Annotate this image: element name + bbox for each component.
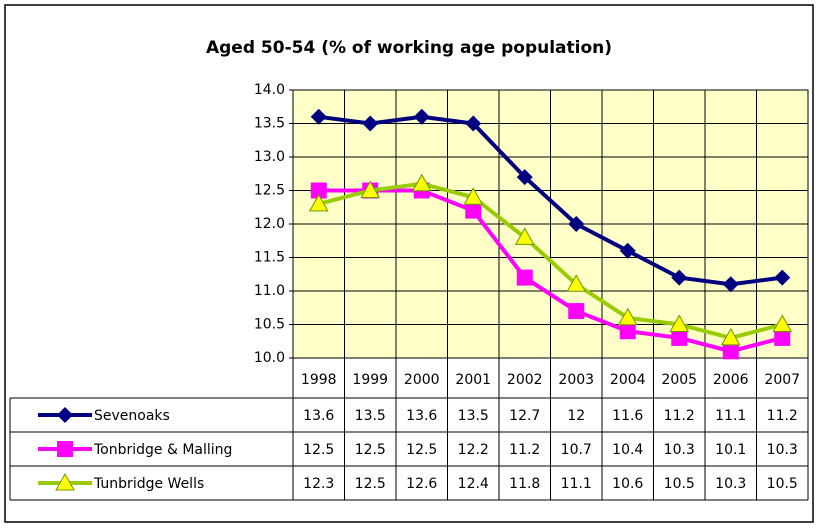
y-tick-label: 11.0: [254, 283, 285, 299]
marker: [619, 323, 636, 340]
table-value: 11.6: [612, 408, 643, 424]
marker: [465, 202, 482, 219]
table-value: 12.5: [406, 442, 437, 458]
marker: [413, 108, 430, 125]
x-tick-label: 2001: [455, 372, 491, 388]
table-value: 13.6: [303, 408, 334, 424]
marker: [310, 108, 327, 125]
x-tick-label: 2007: [764, 372, 800, 388]
table-value: 10.4: [612, 442, 643, 458]
legend-marker: [57, 441, 73, 457]
series-line: [318, 188, 783, 354]
marker: [720, 327, 741, 346]
marker: [566, 274, 587, 292]
marker: [722, 276, 739, 293]
table-value: 11.1: [715, 408, 746, 424]
legend-label: Sevenoaks: [94, 408, 170, 424]
marker: [774, 269, 791, 286]
marker: [308, 193, 329, 212]
marker: [360, 180, 381, 198]
marker: [669, 314, 690, 332]
marker: [774, 329, 791, 346]
x-tick-label: 1999: [352, 372, 388, 388]
series-line: [318, 114, 783, 287]
marker: [772, 314, 793, 332]
marker: [465, 115, 482, 132]
table-value: 11.2: [664, 408, 695, 424]
table-value: 11.8: [509, 476, 540, 492]
table-value: 12.5: [355, 442, 386, 458]
marker: [362, 115, 379, 132]
y-tick-label: 12.5: [254, 183, 285, 199]
marker: [617, 307, 638, 326]
y-tick-label: 12.0: [254, 216, 285, 232]
table-value: 12.7: [509, 408, 540, 424]
y-tick-label: 14.0: [254, 82, 285, 98]
marker: [310, 182, 327, 199]
chart-title: Aged 50-54 (% of working age population): [206, 38, 612, 58]
table-value: 12.6: [406, 476, 437, 492]
table-value: 13.6: [406, 408, 437, 424]
table-value: 10.7: [561, 442, 592, 458]
table-value: 10.5: [767, 476, 798, 492]
x-tick-label: 2002: [507, 372, 543, 388]
y-tick-label: 13.0: [254, 149, 285, 165]
x-tick-label: 2005: [661, 372, 697, 388]
marker: [516, 269, 533, 286]
marker: [463, 187, 484, 205]
table-value: 11.2: [767, 408, 798, 424]
table-value: 12: [567, 408, 585, 424]
x-tick-label: 2004: [610, 372, 646, 388]
y-tick-label: 10.5: [254, 317, 285, 333]
legend-label: Tonbridge & Malling: [93, 442, 232, 458]
legend-label: Tunbridge Wells: [93, 476, 204, 492]
x-tick-label: 2000: [404, 372, 440, 388]
table-value: 10.1: [715, 442, 746, 458]
table-value: 10.3: [664, 442, 695, 458]
table-value: 10.3: [767, 442, 798, 458]
table-value: 12.5: [303, 442, 334, 458]
table-value: 12.3: [303, 476, 334, 492]
table-value: 10.3: [715, 476, 746, 492]
y-tick-label: 11.5: [254, 250, 285, 266]
table-value: 12.2: [458, 442, 489, 458]
legend-marker: [57, 407, 73, 423]
table-value: 10.5: [664, 476, 695, 492]
y-tick-label: 10.0: [254, 350, 285, 366]
table-value: 11.2: [509, 442, 540, 458]
marker: [619, 242, 636, 259]
table-value: 11.1: [561, 476, 592, 492]
marker: [671, 269, 688, 286]
y-tick-label: 13.5: [254, 116, 285, 132]
x-tick-label: 1998: [301, 372, 337, 388]
table-value: 12.4: [458, 476, 489, 492]
legend-marker: [55, 472, 75, 491]
marker: [568, 303, 585, 320]
marker: [411, 173, 432, 192]
marker: [722, 343, 739, 360]
series-line: [318, 181, 783, 340]
table-value: 13.5: [355, 408, 386, 424]
table-value: 10.6: [612, 476, 643, 492]
x-tick-label: 2006: [713, 372, 749, 388]
table-value: 13.5: [458, 408, 489, 424]
marker: [514, 227, 535, 245]
marker: [568, 216, 585, 232]
marker: [671, 329, 688, 346]
x-tick-label: 2003: [558, 372, 594, 388]
table-value: 12.5: [355, 476, 386, 492]
marker: [516, 169, 533, 186]
